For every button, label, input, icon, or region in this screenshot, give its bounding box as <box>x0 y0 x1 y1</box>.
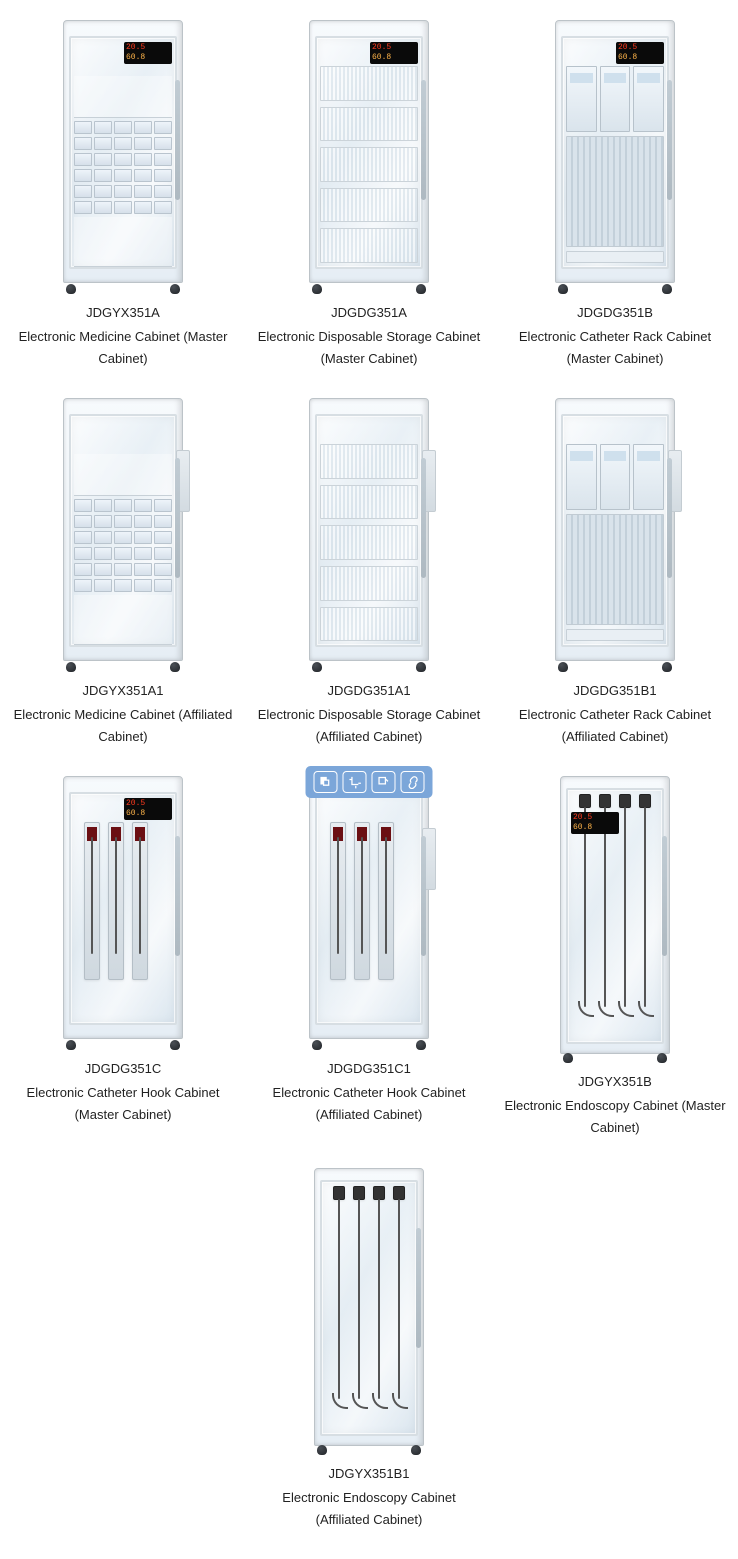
digital-display: 20.560.8 <box>616 42 664 64</box>
product-card: JDGDG351A1 Electronic Disposable Storage … <box>247 388 491 766</box>
cabinet-interior <box>320 822 418 1019</box>
door-handle <box>175 80 180 200</box>
cabinet-image <box>304 398 434 673</box>
product-code: JDGDG351B <box>577 305 653 320</box>
caster-wheels <box>558 662 672 673</box>
product-name: Electronic Disposable Storage Cabinet (A… <box>252 704 486 748</box>
product-code: JDGYX351A1 <box>83 683 164 698</box>
product-card: 20.560.8 JDGYX351A Electronic Medicine Cab… <box>1 10 245 388</box>
product-code: JDGYX351B1 <box>329 1466 410 1481</box>
cabinet-interior <box>325 1186 413 1424</box>
product-name: Electronic Catheter Rack Cabinet (Affili… <box>498 704 732 748</box>
edit-toolbar <box>306 766 433 798</box>
crop-icon <box>348 775 362 789</box>
link-icon <box>406 775 420 789</box>
product-card: 20.560.8 JDGDG351A Electronic Disposable S… <box>247 10 491 388</box>
digital-display: 20.560.8 <box>124 42 172 64</box>
door-handle <box>175 458 180 578</box>
edit-button[interactable] <box>372 771 396 793</box>
cabinet-interior <box>320 66 418 263</box>
product-name: Electronic Catheter Hook Cabinet (Affili… <box>252 1082 486 1126</box>
caster-wheels <box>563 1053 667 1064</box>
door-handle <box>421 458 426 578</box>
product-card: 20.560.8 JDGDG351B Electronic Catheter Rac… <box>493 10 737 388</box>
product-card: 20.560.8 JDGDG351C Electronic Catheter Hoo… <box>1 766 245 1157</box>
cabinet-image <box>550 398 680 673</box>
door-handle <box>667 80 672 200</box>
door-handle <box>416 1228 421 1348</box>
cabinet-image <box>58 398 188 673</box>
cabinet-image <box>309 1168 429 1456</box>
caster-wheels <box>317 1445 421 1456</box>
cabinet-image <box>304 776 434 1051</box>
digital-display: 20.560.8 <box>370 42 418 64</box>
display-line1: 20.5 <box>126 799 170 809</box>
product-card: JDGYX351B1 Electronic Endoscopy Cabinet (… <box>247 1158 491 1549</box>
product-name: Electronic Disposable Storage Cabinet (M… <box>252 326 486 370</box>
product-code: JDGDG351A1 <box>327 683 410 698</box>
product-name: Electronic Endoscopy Cabinet (Master Cab… <box>498 1095 732 1139</box>
door-handle <box>662 836 667 956</box>
product-code: JDGDG351A <box>331 305 407 320</box>
display-line1: 20.5 <box>573 813 617 823</box>
door-handle <box>421 80 426 200</box>
cabinet-interior <box>74 444 172 641</box>
display-line2: 60.8 <box>372 53 416 63</box>
product-name: Electronic Medicine Cabinet (Master Cabi… <box>6 326 240 370</box>
product-card: JDGYX351A1 Electronic Medicine Cabinet (A… <box>1 388 245 766</box>
door-handle <box>667 458 672 578</box>
product-code: JDGDG351B1 <box>573 683 656 698</box>
digital-display: 20.560.8 <box>124 798 172 820</box>
cabinet-interior <box>566 444 664 641</box>
product-code: JDGYX351A <box>86 305 160 320</box>
display-line1: 20.5 <box>126 43 170 53</box>
cabinet-interior <box>566 66 664 263</box>
edit-icon <box>377 775 391 789</box>
cabinet-image: 20.560.8 <box>58 776 188 1051</box>
product-code: JDGYX351B <box>578 1074 652 1089</box>
product-name: Electronic Medicine Cabinet (Affiliated … <box>6 704 240 748</box>
product-name: Electronic Catheter Rack Cabinet (Master… <box>498 326 732 370</box>
product-grid: 20.560.8JDGYX351AElectronic Medicine Cab… <box>0 10 738 1549</box>
product-card: JDGDG351C1 Electronic Catheter Hook Cabin… <box>247 766 491 1157</box>
cabinet-interior <box>320 444 418 641</box>
copy-button[interactable] <box>314 771 338 793</box>
cabinet-image: 20.560.8 <box>58 20 188 295</box>
product-name: Electronic Endoscopy Cabinet (Affiliated… <box>252 1487 486 1531</box>
display-line2: 60.8 <box>573 823 617 833</box>
copy-icon <box>319 775 333 789</box>
caster-wheels <box>66 1040 180 1051</box>
caster-wheels <box>558 284 672 295</box>
cabinet-interior <box>74 822 172 1019</box>
caster-wheels <box>312 284 426 295</box>
display-line2: 60.8 <box>126 53 170 63</box>
product-code: JDGDG351C <box>85 1061 162 1076</box>
door-handle <box>175 836 180 956</box>
caster-wheels <box>312 1040 426 1051</box>
cabinet-image: 20.560.8 <box>550 20 680 295</box>
display-line1: 20.5 <box>618 43 662 53</box>
cabinet-image: 20.560.8 <box>304 20 434 295</box>
product-code: JDGDG351C1 <box>327 1061 411 1076</box>
product-name: Electronic Catheter Hook Cabinet (Master… <box>6 1082 240 1126</box>
digital-display: 20.560.8 <box>571 812 619 834</box>
product-card: JDGDG351B1 Electronic Catheter Rack Cabin… <box>493 388 737 766</box>
crop-button[interactable] <box>343 771 367 793</box>
link-button[interactable] <box>401 771 425 793</box>
cabinet-interior <box>74 66 172 263</box>
cabinet-image: 20.560.8 <box>555 776 675 1064</box>
display-line1: 20.5 <box>372 43 416 53</box>
caster-wheels <box>66 284 180 295</box>
display-line2: 60.8 <box>126 809 170 819</box>
display-line2: 60.8 <box>618 53 662 63</box>
product-card: 20.560.8 JDGYX351B Electronic Endoscopy Ca… <box>493 766 737 1157</box>
caster-wheels <box>312 662 426 673</box>
door-handle <box>421 836 426 956</box>
caster-wheels <box>66 662 180 673</box>
